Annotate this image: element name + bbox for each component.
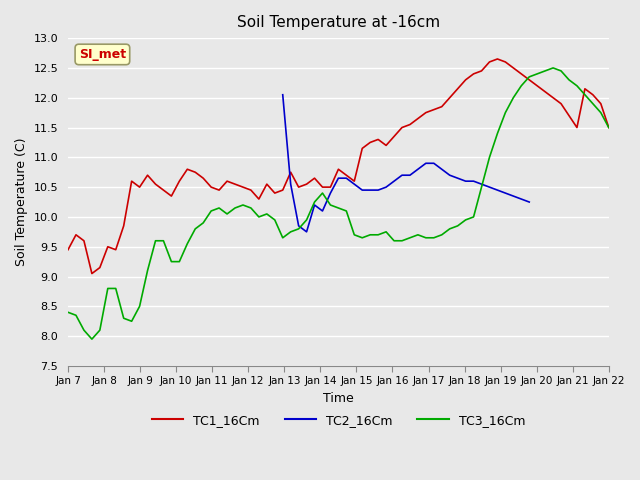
Legend: TC1_16Cm, TC2_16Cm, TC3_16Cm: TC1_16Cm, TC2_16Cm, TC3_16Cm [147,409,530,432]
Text: SI_met: SI_met [79,48,126,61]
X-axis label: Time: Time [323,392,354,405]
Y-axis label: Soil Temperature (C): Soil Temperature (C) [15,138,28,266]
Title: Soil Temperature at -16cm: Soil Temperature at -16cm [237,15,440,30]
